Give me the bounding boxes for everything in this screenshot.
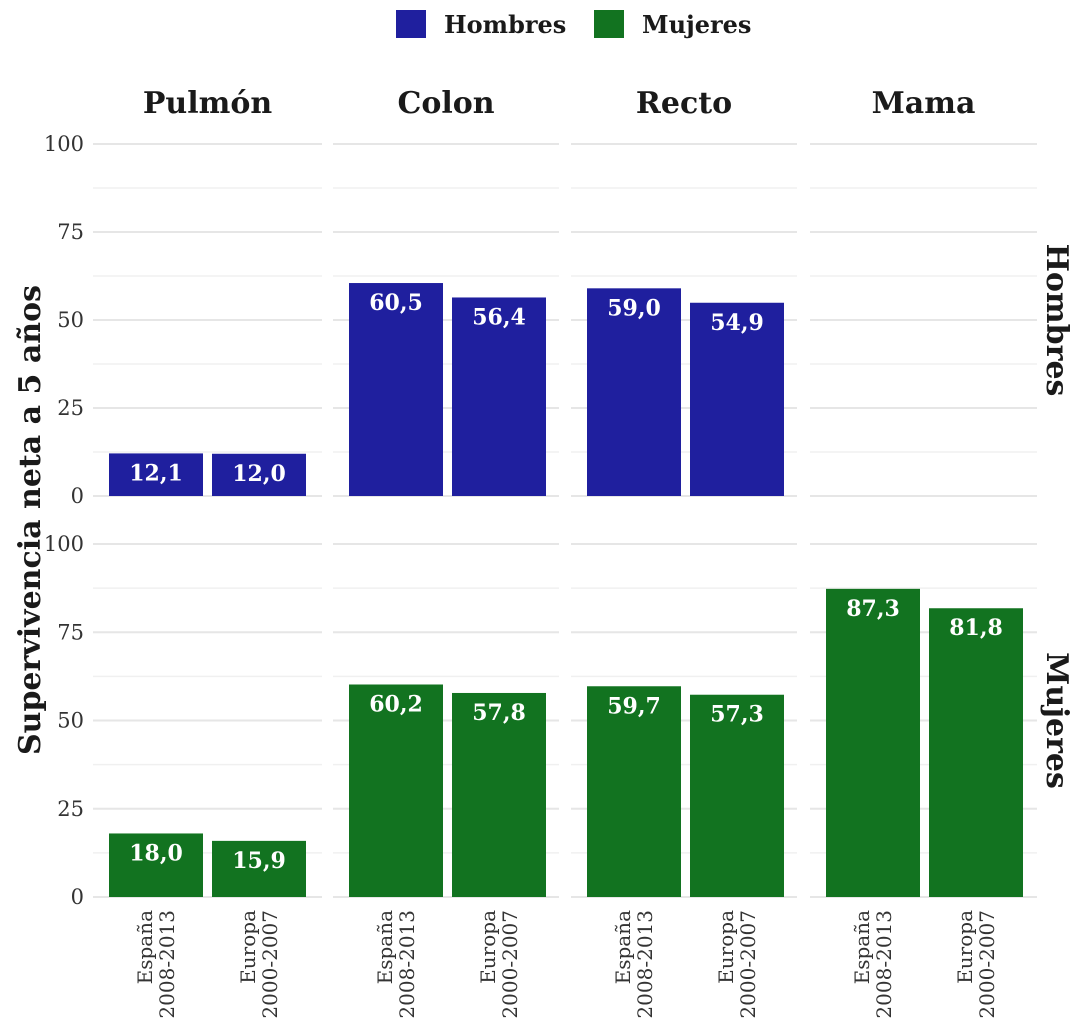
- x-tick-label-line: España: [850, 910, 874, 984]
- x-tick-label: Europa2000-2007: [236, 910, 282, 1019]
- x-tick-label-line: Europa: [714, 910, 738, 984]
- x-tick-label-line: 2000-2007: [975, 910, 999, 1019]
- y-tick-label: 50: [57, 308, 84, 332]
- y-tick-label: 0: [71, 885, 84, 909]
- bar-hombres-pulmon-europa: [212, 453, 306, 496]
- data-label: 60,2: [369, 691, 423, 717]
- x-tick-label: Europa2000-2007: [476, 910, 522, 1019]
- facet-title-recto: Recto: [636, 86, 732, 121]
- data-label: 12,0: [232, 461, 286, 487]
- x-tick-label-line: Europa: [236, 910, 260, 984]
- data-label: 15,9: [232, 848, 286, 874]
- bar-hombres-recto-espana: [587, 288, 681, 496]
- legend-label-hombres: Hombres: [444, 10, 566, 39]
- bar-hombres-colon-europa: [452, 297, 546, 496]
- x-tick-label-line: 2008-2013: [872, 910, 896, 1019]
- x-tick-label-line: 2000-2007: [498, 910, 522, 1019]
- y-tick-label: 75: [57, 620, 84, 644]
- bar-hombres-recto-europa: [690, 302, 784, 496]
- bar-mujeres-colon-espana: [349, 684, 443, 897]
- data-label: 81,8: [949, 615, 1003, 641]
- y-tick-label: 100: [44, 132, 84, 156]
- y-tick-label: 100: [44, 532, 84, 556]
- x-tick-label: España2008-2013: [373, 910, 419, 1019]
- x-tick-label-line: Europa: [953, 910, 977, 984]
- x-tick-label-line: 2000-2007: [258, 910, 282, 1019]
- bar-mujeres-mama-europa: [929, 608, 1023, 897]
- facet-title-colon: Colon: [397, 86, 494, 121]
- x-tick-label-line: España: [611, 910, 635, 984]
- data-label: 12,1: [129, 460, 183, 486]
- data-label: 59,7: [607, 693, 661, 719]
- data-label: 60,5: [369, 290, 423, 316]
- legend-label-mujeres: Mujeres: [642, 10, 751, 39]
- x-tick-label-line: Europa: [476, 910, 500, 984]
- facet-row-label-mujeres: Mujeres: [1039, 652, 1074, 789]
- x-tick-label-line: España: [133, 910, 157, 984]
- facet-row-label-hombres: Hombres: [1039, 244, 1074, 397]
- x-tick-label: Europa2000-2007: [714, 910, 760, 1019]
- bar-hombres-pulmon-espana: [109, 453, 203, 496]
- y-tick-label: 25: [57, 396, 84, 420]
- x-tick-label: Europa2000-2007: [953, 910, 999, 1019]
- data-label: 59,0: [607, 295, 661, 321]
- data-label: 18,0: [129, 840, 183, 866]
- y-axis-title: Supervivencia neta a 5 años: [13, 285, 48, 755]
- bar-mujeres-recto-europa: [690, 694, 784, 897]
- bar-mujeres-recto-espana: [587, 686, 681, 897]
- data-label: 57,3: [710, 702, 764, 728]
- x-tick-label-line: 2000-2007: [736, 910, 760, 1019]
- bar-hombres-colon-espana: [349, 283, 443, 496]
- x-tick-label-line: 2008-2013: [155, 910, 179, 1019]
- x-tick-label: España2008-2013: [850, 910, 896, 1019]
- facet-title-mama: Mama: [872, 86, 976, 121]
- x-tick-label: España2008-2013: [611, 910, 657, 1019]
- x-tick-label-line: 2008-2013: [633, 910, 657, 1019]
- x-tick-label-line: 2008-2013: [395, 910, 419, 1019]
- y-tick-label: 25: [57, 797, 84, 821]
- legend-swatch-mujeres: [594, 10, 624, 38]
- x-tick-label: España2008-2013: [133, 910, 179, 1019]
- bar-mujeres-colon-europa: [452, 692, 546, 897]
- bar-mujeres-mama-espana: [826, 588, 920, 897]
- y-tick-label: 50: [57, 709, 84, 733]
- bar-mujeres-pulmon-espana: [109, 833, 203, 897]
- x-tick-label-line: España: [373, 910, 397, 984]
- facet-title-pulmon: Pulmón: [143, 86, 273, 121]
- data-label: 56,4: [472, 304, 526, 330]
- y-tick-label: 0: [71, 484, 84, 508]
- legend-swatch-hombres: [396, 10, 426, 38]
- y-tick-label: 75: [57, 220, 84, 244]
- data-label: 54,9: [710, 310, 764, 336]
- data-label: 87,3: [846, 596, 900, 622]
- data-label: 57,8: [472, 700, 526, 726]
- bar-mujeres-pulmon-europa: [212, 840, 306, 897]
